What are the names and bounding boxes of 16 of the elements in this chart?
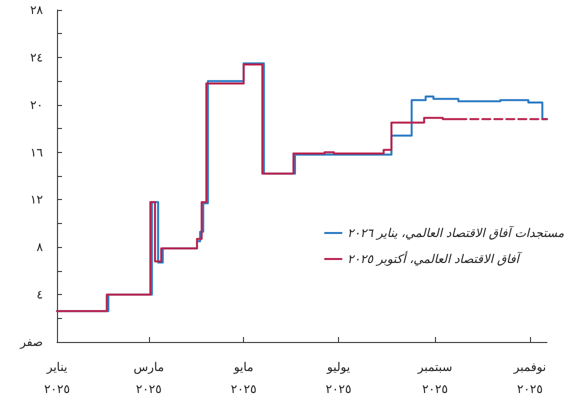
x-tick-label: مايو ٢٠٢٥	[230, 360, 257, 396]
legend-label: آفاق الاقتصاد العالمي، أكتوبر ٢٠٢٥	[347, 251, 523, 266]
legend-label: مستجدات آفاق الاقتصاد العالمي، يناير ٢٠٢٦	[347, 225, 565, 240]
y-tick-label: ١٦	[30, 145, 43, 160]
y-tick-label: ٢٨	[30, 3, 44, 17]
y-tick-label: صفر	[19, 335, 43, 349]
x-tick-label: سبتمبر ٢٠٢٥	[416, 360, 452, 396]
y-tick-label: ٤	[36, 288, 43, 302]
y-tick-label: ٢٤	[30, 50, 43, 64]
x-tick-label: مارس ٢٠٢٥	[134, 360, 164, 396]
x-tick-label: يناير ٢٠٢٥	[44, 360, 70, 396]
y-tick-label: ١٢	[30, 192, 43, 207]
x-tick-label: نوفمبر ٢٠٢٥	[512, 360, 546, 396]
x-tick-label: يوليو ٢٠٢٥	[326, 360, 352, 396]
y-tick-label: ٢٠	[30, 98, 43, 112]
y-tick-label: ٨	[36, 240, 44, 254]
